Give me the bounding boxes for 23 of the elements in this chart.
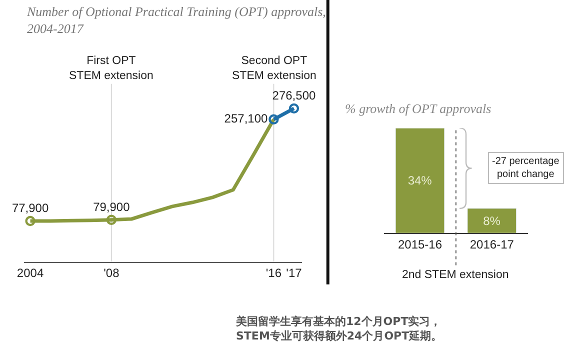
- ref-line-label: Second OPT STEM extension: [232, 55, 316, 82]
- ref-line-label: First OPT STEM extension: [69, 55, 154, 82]
- annotation: -27 percentage point change: [492, 156, 560, 180]
- data-label: 276,500: [272, 88, 316, 102]
- data-label: 257,100: [224, 111, 268, 126]
- chart-title: % growth of OPT approvals: [345, 101, 492, 116]
- x-tick-label: '08: [104, 266, 120, 280]
- data-label: 8%: [483, 214, 501, 228]
- point: [25, 216, 36, 226]
- x-tick-label: '17: [286, 266, 302, 280]
- text: 美国留学生享有基本的12个月OPT实习， STEM专业可获得额外24个月OPT延期。: [235, 315, 442, 342]
- point: [288, 103, 300, 114]
- text: 2nd STEM extension: [402, 269, 509, 281]
- x-tick-label: 2004: [16, 266, 44, 280]
- data-label: 77,900: [12, 200, 49, 215]
- x-tick-label: 2016-17: [470, 238, 514, 252]
- x-tick-label: 2015-16: [398, 238, 442, 252]
- data-label: 34%: [408, 174, 432, 188]
- data-label: 79,900: [93, 200, 130, 214]
- point: [106, 214, 117, 225]
- chart-title: Number of Optional Practical Training (OPT) approvals, 2004-2017: [26, 4, 326, 36]
- x-tick-label: '16: [266, 266, 282, 280]
- point: [268, 114, 279, 125]
